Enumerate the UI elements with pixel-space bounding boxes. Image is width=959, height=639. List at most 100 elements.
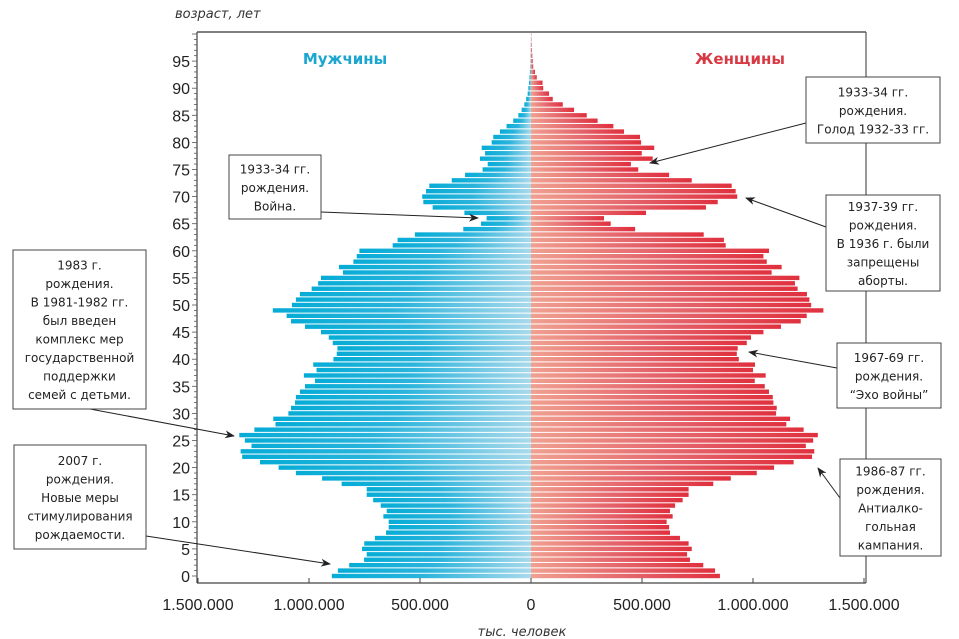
bar-male-age-34 [299,389,531,394]
bar-female-age-66 [531,216,605,221]
bar-female-age-74 [531,172,670,178]
y-tick-label: 20 [172,461,190,478]
bar-male-age-45 [320,329,531,335]
bar-male-age-51 [295,297,531,302]
bar-female-age-33 [531,394,773,400]
bar-male-age-41 [336,351,531,356]
annotation-text: “Эхо войны” [850,388,929,402]
bar-male-age-21 [259,459,531,465]
bar-male-age-66 [486,216,531,221]
bar-female-age-21 [531,459,794,465]
bar-female-age-83 [531,123,614,129]
bar-male-age-87 [524,102,531,107]
bar-female-age-13 [531,503,676,508]
bar-female-age-34 [531,389,769,394]
bar-female-age-18 [531,476,731,481]
y-tick-label: 40 [172,352,190,369]
annotation-text: рождения. [849,218,917,232]
annotation-box [839,458,942,557]
bar-male-age-11 [383,514,531,519]
bar-male-age-43 [332,340,531,346]
bar-male-age-28 [275,422,531,427]
bar-male-age-23 [240,449,531,454]
x-tick-label: 0 [527,597,536,614]
bar-male-age-38 [316,367,531,373]
bar-female-age-28 [531,422,787,427]
annotation-text: Война. [254,199,296,213]
bar-male-age-47 [291,319,531,324]
bar-male-age-9 [388,525,531,530]
bar-female-age-92 [531,75,537,80]
annotation-alcohol: 1986-87 гг. рождения. Антиалко-гольная камп… [817,458,942,557]
bar-female-age-26 [531,432,818,438]
annotation-famine: 1933-34 гг. рождения. Голод 1932-33 гг. [649,76,941,165]
bar-male-age-32 [295,400,531,405]
bar-female-age-24 [531,443,806,449]
bar-female-age-9 [531,525,670,530]
bar-male-age-65 [481,221,531,226]
annotation-text: В 1936 г. были [837,237,930,251]
bar-female-age-27 [531,427,804,432]
bar-female-age-25 [531,438,814,443]
bar-male-age-91 [529,80,531,85]
bar-male-age-26 [239,432,532,438]
bar-female-age-70 [531,194,738,199]
bar-male-age-77 [479,156,531,161]
bar-male-age-53 [311,286,531,291]
bar-female-age-32 [531,400,774,405]
bar-male-age-42 [337,346,531,351]
annotation-box [12,249,147,410]
y-tick-label: 95 [172,54,190,71]
bar-female-age-40 [531,357,739,362]
bar-male-age-59 [356,254,531,259]
y-tick-label: 35 [172,379,190,396]
x-tick-label: 1.500.000 [162,597,233,614]
bar-male-age-27 [254,427,531,432]
bar-female-age-67 [531,210,646,216]
bar-female-age-56 [531,270,772,275]
annotation-box [13,444,147,550]
bar-female-age-30 [531,411,777,416]
bar-male-age-67 [464,210,531,216]
bar-female-age-94 [531,64,534,69]
bar-female-age-85 [531,113,587,118]
annotation-text: рождаемости. [35,528,125,542]
bar-male-age-70 [422,194,531,199]
bar-male-age-18 [322,476,531,481]
bar-female-age-48 [531,313,807,319]
annotation-text: рождения. [839,104,907,118]
annotation-arrow [745,197,827,228]
annotation-arrow [145,535,331,567]
bar-female-age-12 [531,508,670,514]
bar-male-age-5 [362,546,531,552]
bar-male-age-10 [388,519,531,524]
bar-female-age-72 [531,183,732,188]
bar-female-age-45 [531,329,764,335]
annotation-echo: 1967-69 гг. рождения. “Эхо войны” [748,342,942,409]
bar-male-age-68 [432,205,531,210]
y-tick-label: 75 [172,163,190,180]
bar-male-age-44 [328,335,531,340]
bar-male-age-58 [353,259,531,264]
bar-female-age-20 [531,465,775,470]
bar-male-age-12 [386,508,531,514]
bar-female-age-96 [531,53,533,58]
annotation-text: 1983 г. [57,259,101,273]
bar-female-age-43 [531,340,747,346]
bar-female-age-61 [531,243,726,248]
annotation-text: комплекс мер [35,333,123,347]
bar-male-age-84 [513,118,531,123]
bar-female-age-19 [531,470,757,476]
y-tick-label: 45 [172,325,190,342]
annotation-text: Голод 1932-33 гг. [817,122,929,136]
x-tick-label: 1.000.000 [717,597,788,614]
bar-male-age-61 [392,243,531,248]
bar-male-age-25 [244,438,532,443]
bar-female-age-68 [531,205,706,210]
bar-male-age-69 [423,199,531,205]
bar-male-age-20 [278,465,531,470]
annotations: 1933-34 гг. рождения. Война. 1933-34 гг. рож… [12,76,942,567]
bar-male-age-17 [341,481,531,487]
y-tick-label: 65 [172,217,190,234]
annotation-text: Новые меры [41,491,119,505]
